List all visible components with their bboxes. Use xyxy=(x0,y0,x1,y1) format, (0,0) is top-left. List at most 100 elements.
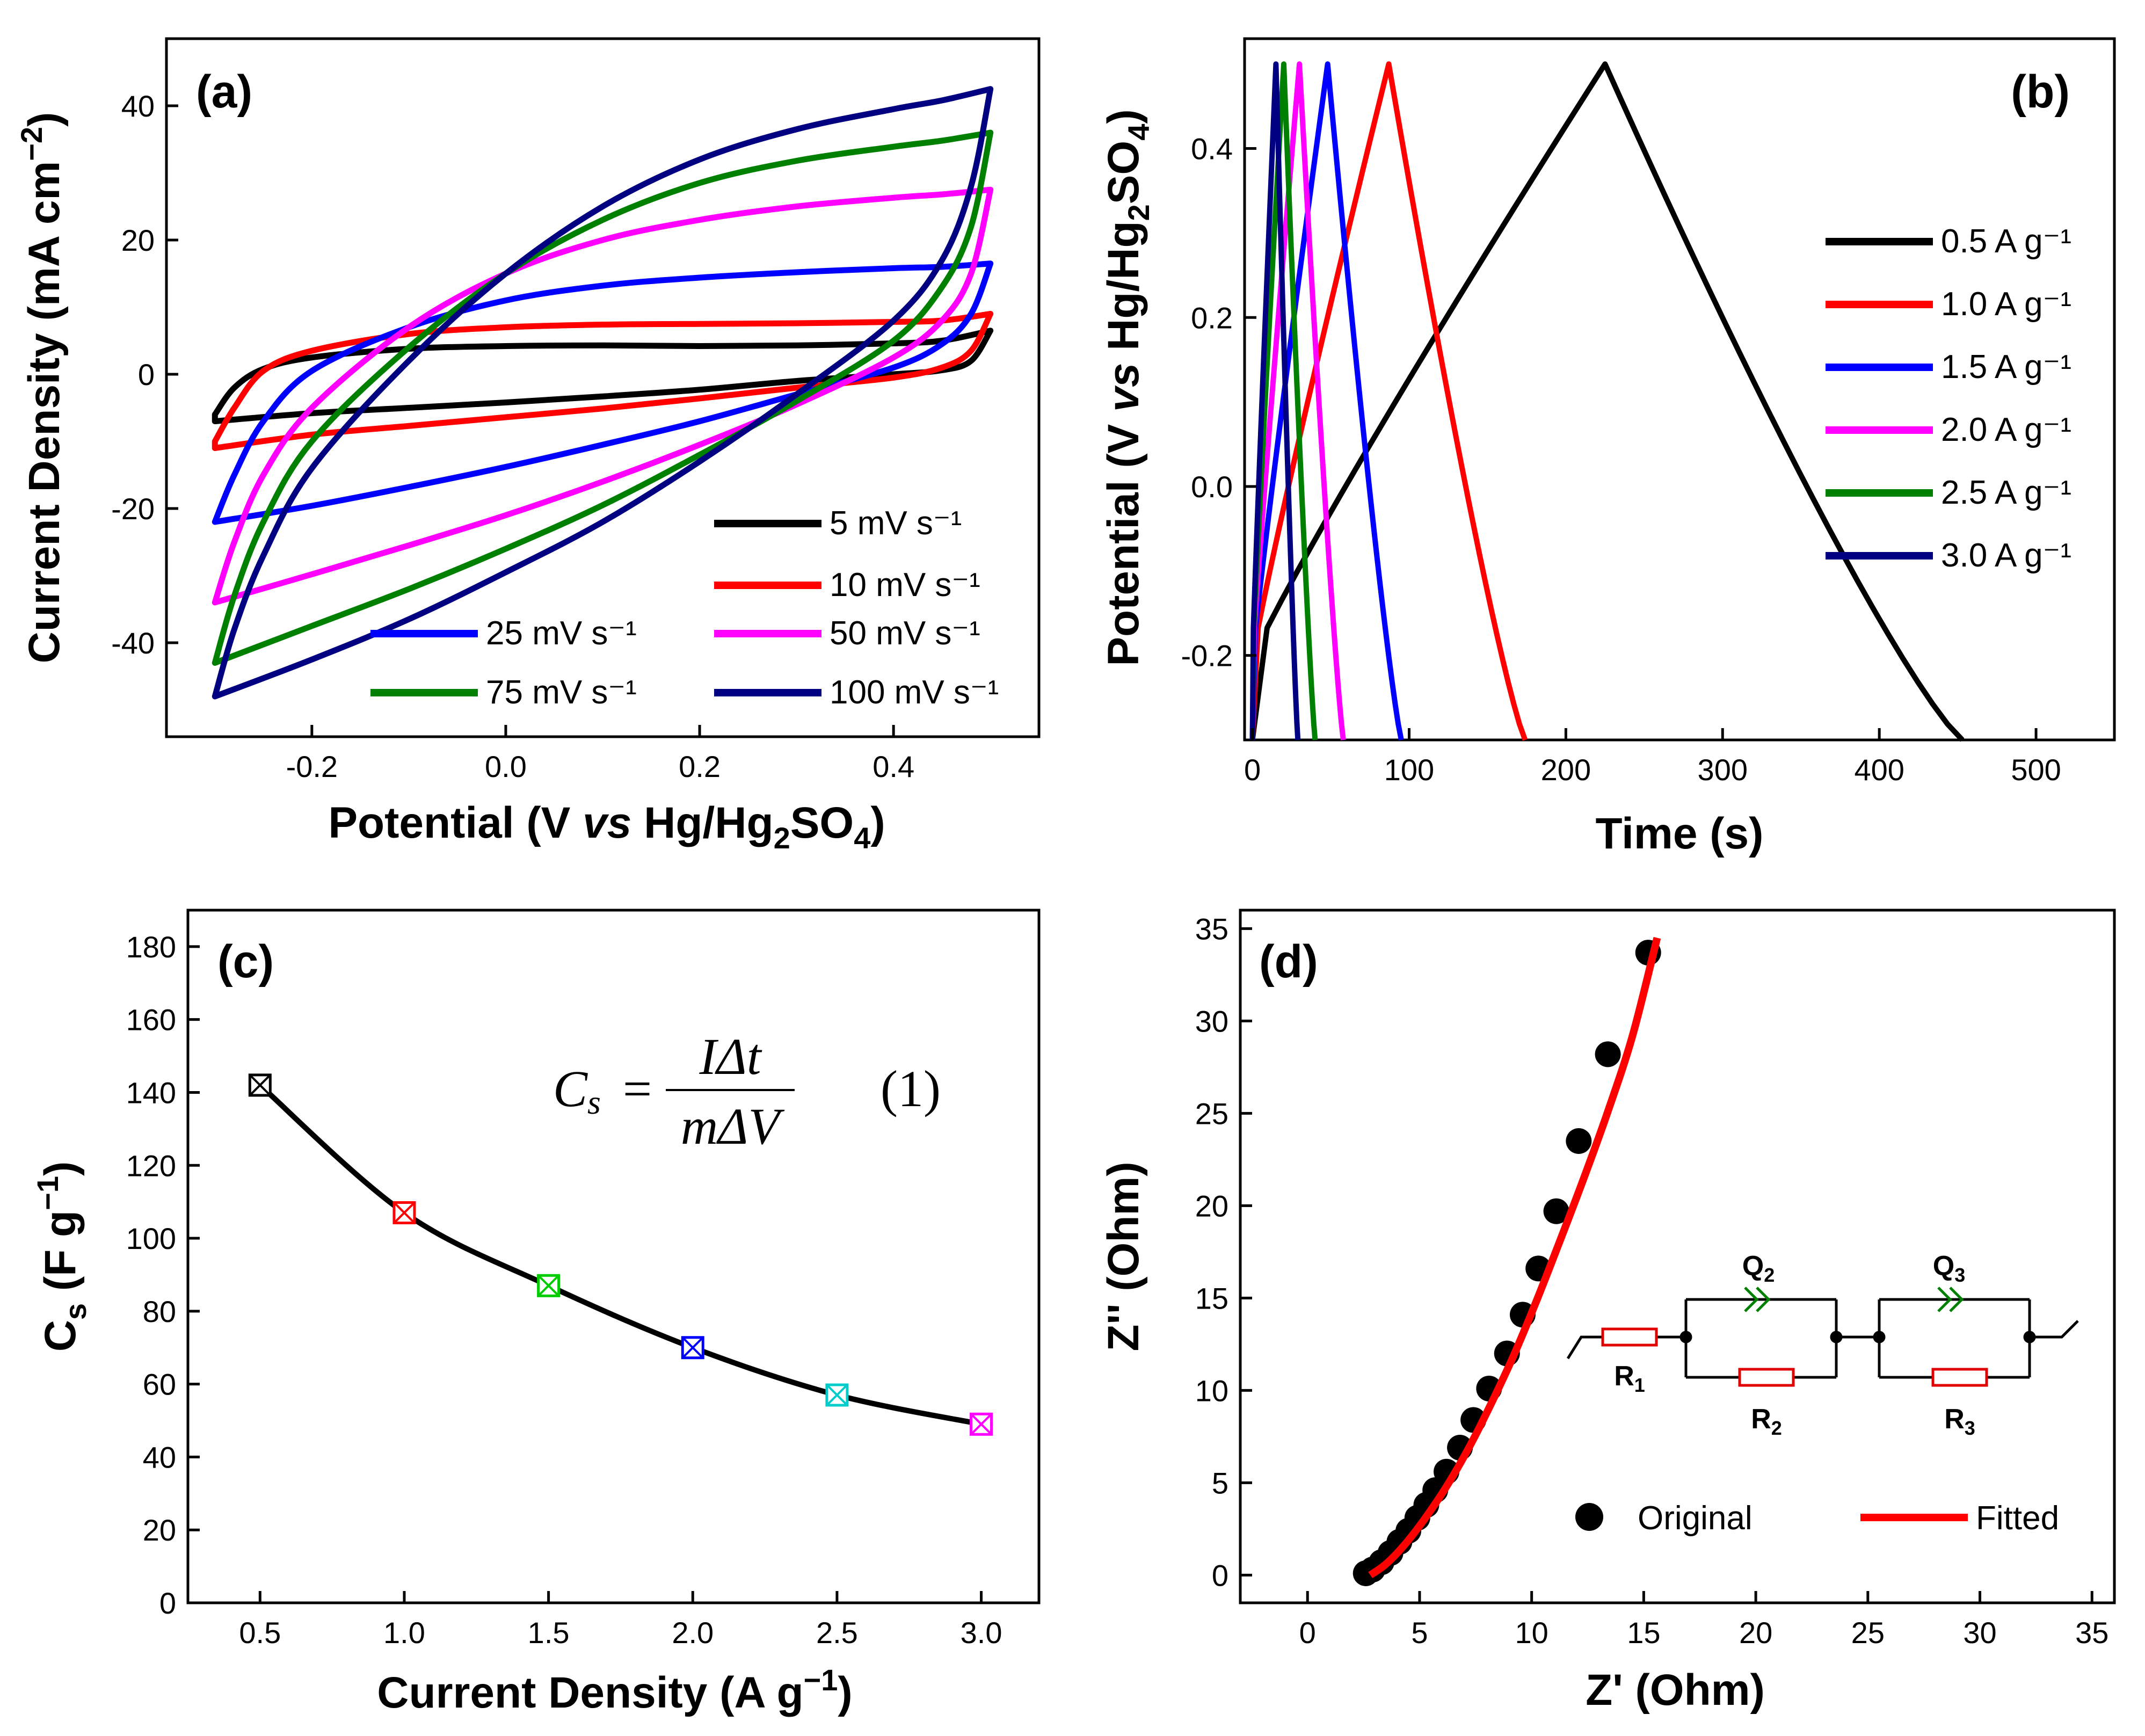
panel-b: 0 100 200 300 400 500 -0.2 0.0 0.2 0.4 (b) Time (… xyxy=(1099,37,2116,858)
label-q2: Q2 xyxy=(1742,1251,1775,1286)
panel-c-frame xyxy=(186,909,1041,1604)
y-tick-label: 20 xyxy=(1195,1189,1228,1223)
y-tick-label: 0.4 xyxy=(1191,132,1233,166)
x-tick-label: 5 xyxy=(1411,1616,1428,1650)
panel-a-plot-area xyxy=(212,86,994,700)
x-tick-label: 2.5 xyxy=(816,1616,858,1650)
panel-d-plot-area xyxy=(1353,936,1661,1586)
panel-b-label: (b) xyxy=(2011,66,2070,118)
resistor-r2 xyxy=(1738,1368,1795,1387)
y-tick-label: 20 xyxy=(143,1513,176,1547)
cpe-q3-icon xyxy=(1937,1287,1964,1312)
equation-lhs: Cs xyxy=(553,1060,601,1121)
x-tick-label: 20 xyxy=(1739,1616,1772,1650)
marker-cross xyxy=(826,1384,848,1406)
capacitance-marker xyxy=(970,1412,993,1436)
y-tick-label: 120 xyxy=(126,1149,176,1182)
label-r2: R2 xyxy=(1751,1404,1782,1439)
panel-a: -0.2 0.0 0.2 0.4 -40 -20 0 20 40 (a) Potential (… xyxy=(14,37,1041,855)
nyquist-fit-line xyxy=(1368,936,1661,1579)
legend-label: 75 mV s⁻¹ xyxy=(486,674,637,711)
gcd-curve-3.0ag xyxy=(1249,61,1301,740)
legend-label: 25 mV s⁻¹ xyxy=(486,615,637,652)
y-tick-label: -40 xyxy=(111,626,155,660)
capacitance-marker xyxy=(681,1336,704,1360)
x-tick-label: 0.5 xyxy=(239,1616,281,1650)
panel-c: 0.5 1.0 1.5 2.0 2.5 3.0 0 20 40 60 80 100 120 140 160 1… xyxy=(31,909,1041,1717)
cv-loop-10mvs xyxy=(212,311,994,451)
panel-b-ticks: 0 100 200 300 400 500 -0.2 0.0 0.2 0.4 xyxy=(1181,132,2061,787)
y-tick-label: 0.0 xyxy=(1191,470,1233,504)
panel-c-xlabel: Current Density (A g−1) xyxy=(377,1663,852,1717)
y-tick-label: 20 xyxy=(121,223,155,257)
marker-cross xyxy=(970,1413,992,1435)
panel-b-xlabel: Time (s) xyxy=(1596,809,1764,858)
equation-numerator: IΔt xyxy=(699,1028,762,1085)
y-tick-label: -0.2 xyxy=(1181,639,1233,673)
x-tick-label: 10 xyxy=(1515,1616,1548,1650)
capacitance-marker xyxy=(537,1274,561,1297)
x-tick-label: 35 xyxy=(2075,1616,2108,1650)
panel-d: 0 5 10 15 20 25 30 35 0 5 10 15 20 25 30 35 (d) Z' (Ohm… xyxy=(1099,909,2116,1715)
y-tick-label: 180 xyxy=(126,930,176,964)
legend-label: 5 mV s⁻¹ xyxy=(830,505,962,542)
marker-cross xyxy=(537,1274,560,1297)
circuit-node xyxy=(1679,1331,1692,1343)
gcd-curve-2.0ag xyxy=(1249,61,1346,740)
x-tick-label: 15 xyxy=(1627,1616,1660,1650)
y-tick-label: 0 xyxy=(1212,1558,1228,1592)
y-tick-label: 60 xyxy=(143,1368,176,1401)
panel-c-ticks: 0.5 1.0 1.5 2.0 2.5 3.0 0 20 40 60 80 100 120 140 160 1… xyxy=(126,930,1002,1650)
label-r1: R1 xyxy=(1614,1361,1645,1396)
capacitance-marker xyxy=(392,1201,416,1225)
panel-a-legend: 5 mV s⁻¹ 10 mV s⁻¹ 25 mV s⁻¹ 50 mV s⁻¹ 75 mV… xyxy=(370,505,999,711)
cpe-q2-icon xyxy=(1744,1287,1771,1312)
y-tick-label: 40 xyxy=(121,89,155,123)
panel-a-frame xyxy=(165,37,1041,738)
legend-label: 2.0 A g⁻¹ xyxy=(1941,411,2071,448)
legend-label: 1.0 A g⁻¹ xyxy=(1941,286,2071,323)
nyquist-point xyxy=(1543,1198,1569,1224)
equivalent-circuit xyxy=(1566,1287,2079,1387)
y-tick-label: 5 xyxy=(1212,1466,1228,1500)
panel-d-frame xyxy=(1239,909,2116,1604)
x-tick-label: 500 xyxy=(2011,753,2061,787)
circuit-node xyxy=(1873,1331,1886,1343)
y-tick-label: 25 xyxy=(1195,1096,1228,1130)
x-tick-label: 1.5 xyxy=(528,1616,570,1650)
x-tick-label: 0 xyxy=(1244,753,1261,787)
y-tick-label: 0 xyxy=(159,1586,176,1620)
capacitance-equation: Cs = IΔt mΔV (1) xyxy=(553,1028,941,1155)
x-tick-label: 0.0 xyxy=(485,750,527,783)
y-tick-label: 35 xyxy=(1195,912,1228,946)
panel-d-label: (d) xyxy=(1259,936,1318,987)
y-tick-label: 15 xyxy=(1195,1281,1228,1315)
legend-label: 2.5 A g⁻¹ xyxy=(1941,474,2071,511)
panel-a-label: (a) xyxy=(196,66,252,118)
panel-c-plot-area xyxy=(248,1073,993,1436)
legend-label: 100 mV s⁻¹ xyxy=(830,674,999,711)
panel-c-ylabel: Cs (F g−1) xyxy=(31,1161,92,1352)
panel-a-ylabel: Current Density (mA cm−2) xyxy=(14,112,69,664)
panel-b-frame xyxy=(1243,37,2116,742)
x-tick-label: 100 xyxy=(1384,753,1434,787)
capacitance-marker xyxy=(248,1073,272,1097)
panel-d-xlabel: Z' (Ohm) xyxy=(1586,1666,1765,1715)
legend-label: 3.0 A g⁻¹ xyxy=(1941,537,2071,574)
legend-label: 50 mV s⁻¹ xyxy=(830,615,980,652)
label-q3: Q3 xyxy=(1933,1251,1965,1286)
capacitance-marker xyxy=(825,1383,849,1407)
y-tick-label: 0 xyxy=(138,358,155,391)
y-tick-label: 10 xyxy=(1195,1374,1228,1407)
panel-b-ylabel: Potential (V vs Hg/Hg2SO4) xyxy=(1099,109,1155,666)
x-tick-label: 400 xyxy=(1854,753,1904,787)
legend-label: 1.5 A g⁻¹ xyxy=(1941,348,2071,386)
panel-d-ticks: 0 5 10 15 20 25 30 35 0 5 10 15 20 25 30 35 xyxy=(1195,912,2109,1650)
x-tick-label: 200 xyxy=(1541,753,1591,787)
x-tick-label: 300 xyxy=(1698,753,1748,787)
y-tick-label: 30 xyxy=(1195,1004,1228,1038)
marker-cross xyxy=(393,1202,416,1224)
y-tick-label: 140 xyxy=(126,1076,176,1109)
y-tick-label: -20 xyxy=(111,492,155,526)
